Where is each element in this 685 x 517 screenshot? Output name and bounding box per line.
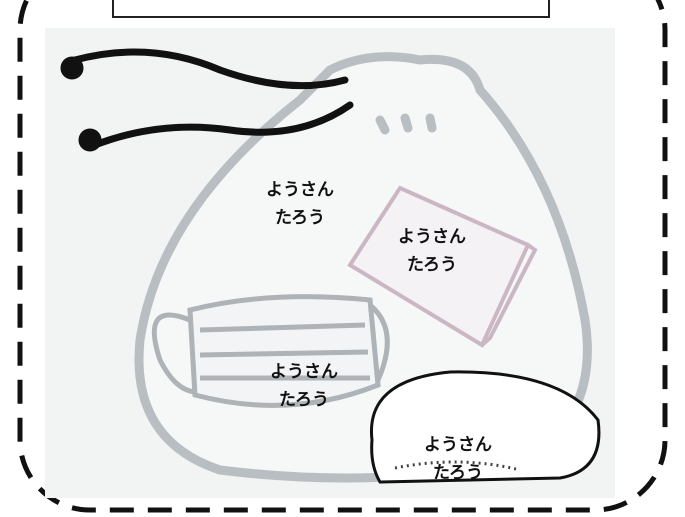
name-label: たろう [275, 208, 325, 228]
name-label: たろう [433, 463, 483, 483]
illustration: ようさんたろうようさんたろうようさんたろうようさんたろう [0, 0, 685, 517]
name-label: ようさん [398, 227, 466, 247]
name-label: たろう [407, 255, 457, 275]
name-label: ようさん [270, 362, 338, 382]
name-label: たろう [279, 390, 329, 410]
top-box [113, 0, 549, 17]
name-label: ようさん [424, 435, 492, 455]
page: {"labels": [ {"lines": ["ようさん", "たろう"]},… [0, 0, 685, 517]
name-label: ようさん [266, 180, 334, 200]
